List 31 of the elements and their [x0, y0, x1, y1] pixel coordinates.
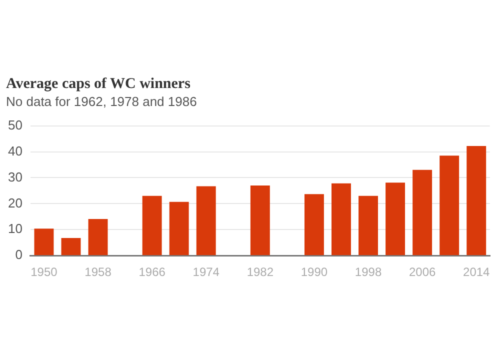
- y-tick-label: 40: [8, 143, 22, 158]
- bar: [412, 170, 432, 256]
- bar: [142, 196, 162, 256]
- x-tick-label: 1974: [192, 265, 220, 280]
- x-tick-label: 2014: [463, 265, 490, 280]
- x-tick-label: 2006: [408, 265, 436, 280]
- bar: [386, 182, 406, 256]
- y-tick-label: 50: [8, 117, 22, 132]
- bar: [88, 218, 108, 256]
- y-tick-label: 0: [15, 247, 22, 262]
- bar: [169, 202, 189, 256]
- bar: [34, 228, 54, 256]
- bar: [440, 156, 460, 256]
- x-tick-label: 1958: [84, 265, 112, 280]
- bar: [304, 194, 324, 256]
- bar: [250, 186, 270, 256]
- y-tick-label: 20: [8, 195, 22, 210]
- x-tick-label: 1982: [246, 265, 274, 280]
- x-tick-label: 1990: [300, 265, 328, 280]
- bar: [358, 196, 378, 256]
- y-tick-label: 10: [8, 221, 22, 236]
- x-tick-label: 1950: [30, 265, 58, 280]
- bar: [466, 146, 486, 256]
- chart-subtitle: No data for 1962, 1978 and 1986: [6, 94, 197, 109]
- x-tick-label: 1966: [138, 265, 166, 280]
- y-tick-label: 30: [8, 169, 22, 184]
- chart-title: Average caps of WC winners: [6, 76, 190, 93]
- bar: [196, 186, 216, 256]
- bar: [332, 183, 351, 256]
- x-tick-label: 1998: [354, 265, 382, 280]
- bar: [61, 238, 81, 256]
